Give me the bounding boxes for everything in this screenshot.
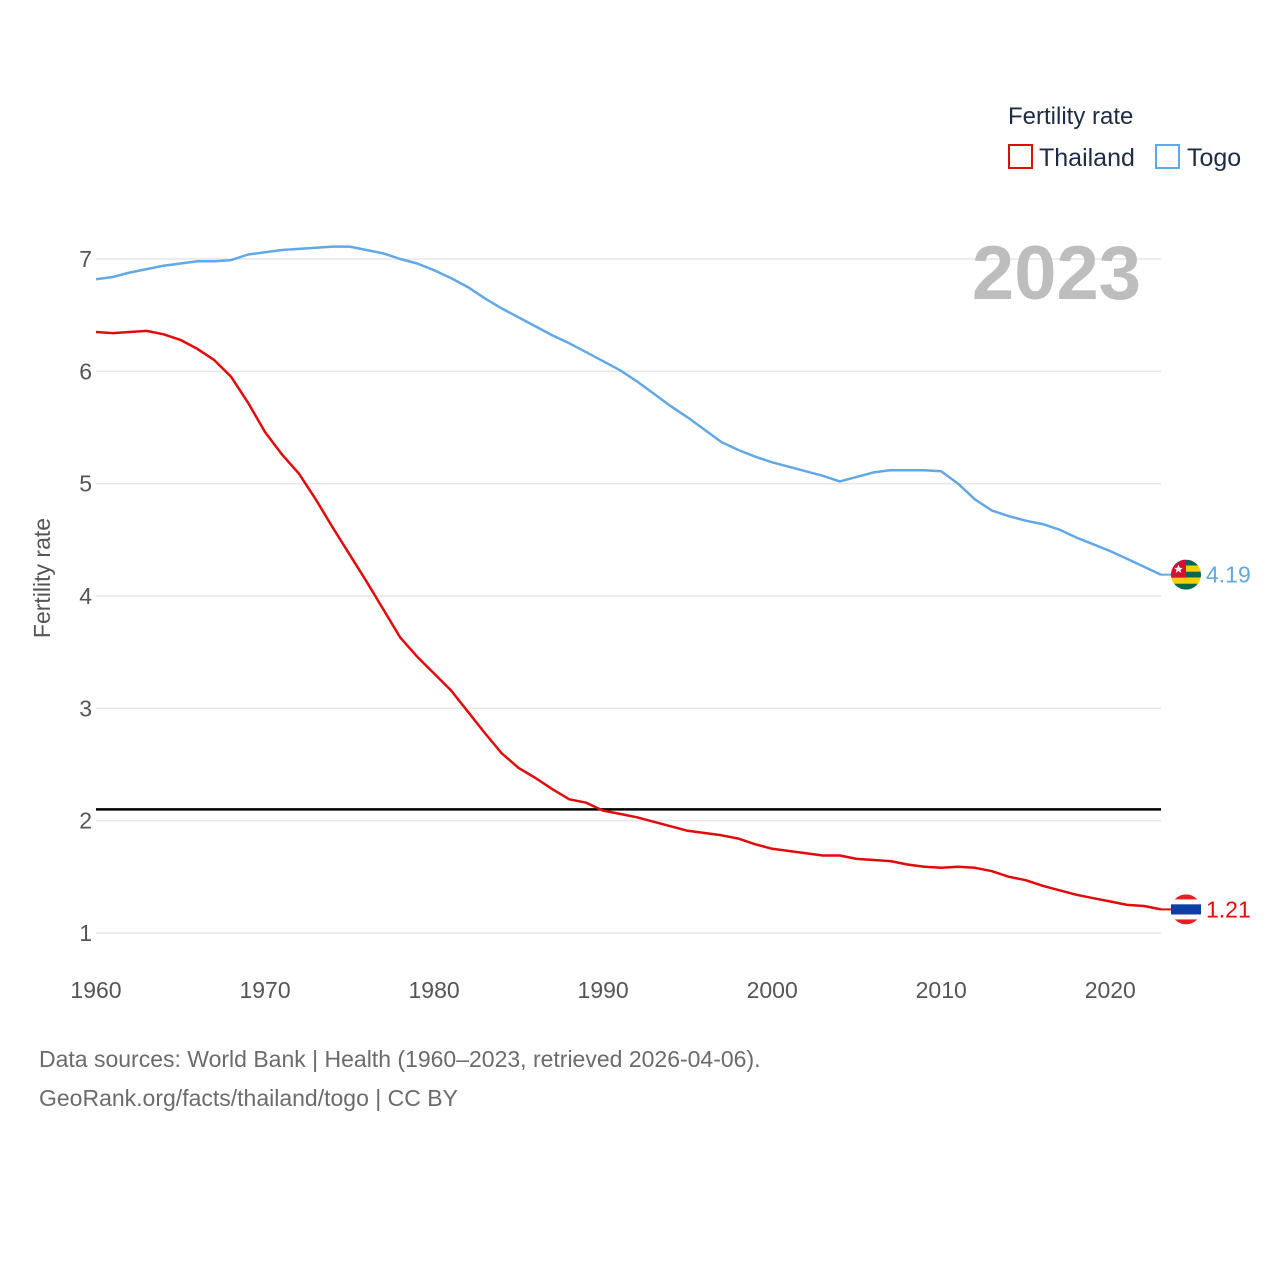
x-tick-label: 2000 [747,977,798,1003]
legend: Fertility rate Thailand Togo [1008,103,1241,172]
x-tick-label: 1960 [70,977,121,1003]
y-axis-title: Fertility rate [29,518,55,638]
legend-label-thailand: Thailand [1039,144,1135,172]
y-tick-label: 5 [79,471,92,497]
x-tick-label: 1970 [239,977,290,1003]
x-tick-label: 1980 [409,977,460,1003]
x-tick-label: 2010 [916,977,967,1003]
year-label: 2023 [972,231,1141,316]
x-tick-label: 1990 [578,977,629,1003]
series-group [95,245,1171,911]
end-value-label-thailand: 1.21 [1206,896,1251,922]
y-tick-label: 6 [79,358,92,384]
legend-label-togo: Togo [1187,144,1241,172]
end-markers: 4.19 1.21 [1171,559,1251,925]
grid [96,258,1161,934]
thailand-flag-icon [1171,894,1201,925]
x-axis-ticks: 1960 1970 1980 1990 2000 2010 2020 [70,977,1135,1003]
y-tick-label: 2 [79,808,92,834]
legend-swatch-thailand [1008,144,1033,169]
y-tick-label: 3 [79,695,92,721]
x-tick-label: 2020 [1085,977,1136,1003]
y-axis-ticks: 1 2 3 4 5 6 7 [79,246,92,946]
footer-attribution: GeoRank.org/facts/thailand/togo | CC BY [39,1085,458,1111]
series-line-togo [95,245,1162,576]
y-tick-label: 7 [79,246,92,272]
end-value-label-togo: 4.19 [1206,562,1251,588]
y-tick-label: 4 [79,583,92,609]
y-tick-label: 1 [79,920,92,946]
legend-swatch-togo [1155,144,1180,169]
togo-flag-icon [1171,559,1201,590]
footer-source: Data sources: World Bank | Health (1960–… [39,1046,761,1072]
legend-title: Fertility rate [1008,103,1133,130]
series-line-thailand [95,329,1162,911]
